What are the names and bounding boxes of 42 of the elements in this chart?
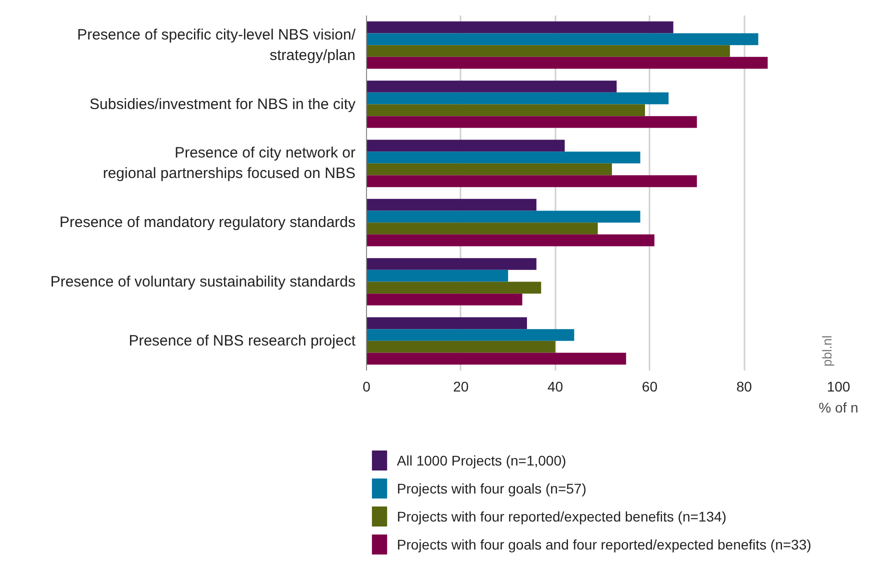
bar [366, 294, 522, 306]
bar [366, 282, 542, 294]
bar [366, 163, 612, 176]
x-tick-label: 20 [453, 378, 469, 394]
bar [366, 45, 730, 57]
bar [366, 56, 768, 69]
x-tick-label: 80 [736, 378, 752, 394]
bar [366, 175, 697, 188]
x-tick-label: 0 [362, 378, 371, 394]
y-tick-label: Presence of mandatory regulatory standards [60, 214, 356, 232]
legend-label: Projects with four reported/expected benefits (n=134) [396, 508, 726, 524]
bar [366, 352, 626, 365]
bar [366, 80, 617, 92]
bar [366, 104, 645, 116]
legend-label: All 1000 Projects (n=1,000) [396, 452, 566, 468]
bar [366, 317, 527, 330]
bar [366, 116, 697, 128]
bar [366, 92, 669, 104]
y-tick-label: Presence of NBS research project [128, 332, 356, 350]
bar [366, 329, 574, 341]
y-tick-label: Presence of voluntary sustainability standards [50, 273, 356, 290]
bar [366, 33, 758, 46]
annotation: pbl.nl [820, 335, 834, 366]
bar [366, 140, 565, 152]
x-tick-label: 40 [548, 378, 564, 394]
bar [366, 258, 536, 270]
x-tick-label: 100 [826, 378, 850, 394]
bar [366, 21, 674, 34]
y-tick-label: Presence of specific city-level NBS vision/ strategy/plan [77, 26, 356, 64]
x-tick-label: 60 [642, 378, 658, 394]
legend-label: Projects with four goals (n=57) [396, 480, 586, 496]
bar [366, 222, 598, 234]
bar [366, 340, 556, 353]
bar [366, 234, 654, 246]
legend-label: Projects with four goals and four reported/expected benefits (n=33) [396, 536, 812, 552]
x-axis-title: % of n [818, 400, 858, 416]
bar [366, 198, 536, 211]
bar [366, 210, 640, 223]
y-tick-label: Subsidies/investment for NBS in the city [90, 96, 356, 113]
bar [366, 270, 508, 282]
bar [366, 152, 640, 164]
y-tick-label: Presence of city network or regional partnerships focused on NBS [102, 144, 356, 182]
